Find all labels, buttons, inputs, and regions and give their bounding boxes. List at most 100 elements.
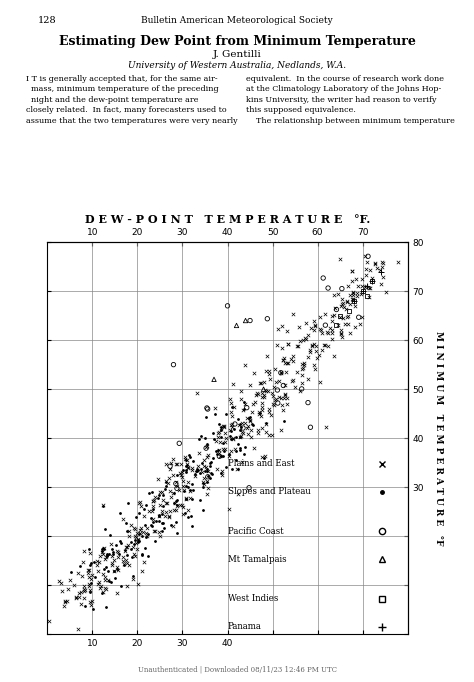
- Point: [362, 270, 370, 281]
- Point: [172, 477, 180, 488]
- Point: [106, 530, 114, 541]
- Point: [183, 459, 191, 470]
- Point: [346, 328, 354, 339]
- Point: [226, 449, 233, 460]
- Point: [86, 584, 93, 595]
- Point: [76, 560, 84, 571]
- Point: [279, 404, 286, 415]
- Point: [134, 579, 141, 590]
- Point: [217, 425, 225, 436]
- Point: [188, 494, 196, 505]
- Point: [237, 432, 244, 443]
- Point: [245, 413, 252, 424]
- Point: [193, 466, 201, 477]
- Point: [316, 377, 324, 388]
- Point: [319, 344, 326, 355]
- Point: [169, 454, 177, 464]
- Point: [232, 445, 240, 456]
- Point: [301, 332, 309, 343]
- Point: [228, 426, 235, 436]
- Point: [61, 596, 68, 607]
- Point: [176, 499, 183, 510]
- Point: [81, 600, 88, 611]
- Point: [67, 567, 75, 578]
- Point: [364, 251, 372, 262]
- Point: [135, 537, 142, 548]
- Point: [301, 359, 308, 370]
- Point: [255, 425, 262, 436]
- Point: [227, 406, 234, 417]
- Point: [130, 548, 138, 559]
- Point: [307, 421, 314, 432]
- Point: [281, 358, 289, 369]
- Point: [122, 541, 129, 552]
- Point: [167, 492, 174, 503]
- Point: [371, 258, 379, 269]
- Point: [359, 286, 366, 297]
- Point: [324, 282, 332, 293]
- Point: [125, 531, 133, 542]
- Point: [166, 463, 173, 474]
- Point: [142, 527, 150, 538]
- Point: [316, 324, 324, 335]
- Point: [188, 520, 195, 531]
- Point: [337, 329, 345, 340]
- Point: [215, 428, 222, 439]
- Point: [264, 313, 271, 324]
- Point: [331, 303, 339, 314]
- Point: [158, 518, 165, 529]
- Point: [90, 557, 98, 567]
- Point: [142, 531, 150, 542]
- Point: [82, 585, 89, 596]
- Point: [204, 482, 212, 493]
- Point: [336, 254, 343, 265]
- Point: [163, 497, 171, 508]
- Point: [173, 494, 181, 505]
- Point: [344, 296, 351, 307]
- Point: [173, 480, 181, 491]
- Point: [203, 441, 210, 451]
- Point: [182, 494, 189, 505]
- Title: D E W - P O I N T   T E M P E R A T U R E   °F.: D E W - P O I N T T E M P E R A T U R E …: [85, 213, 370, 224]
- Point: [338, 283, 346, 294]
- Point: [278, 342, 286, 353]
- Point: [378, 256, 386, 267]
- Point: [70, 580, 78, 591]
- Point: [359, 281, 366, 292]
- Point: [263, 366, 270, 376]
- Point: [173, 483, 181, 494]
- Point: [229, 432, 237, 443]
- Point: [234, 439, 241, 449]
- Point: [145, 487, 153, 498]
- Point: [85, 564, 92, 575]
- Point: [202, 462, 210, 473]
- Point: [280, 380, 287, 391]
- Point: [298, 359, 306, 370]
- Point: [222, 462, 229, 473]
- Point: [79, 557, 87, 567]
- Point: [95, 576, 102, 587]
- Point: [132, 538, 139, 549]
- Point: [222, 444, 229, 455]
- Point: [275, 376, 283, 387]
- Point: [368, 276, 375, 286]
- Point: [257, 378, 265, 389]
- Point: [102, 602, 110, 612]
- Point: [226, 431, 234, 442]
- Point: [112, 539, 119, 550]
- Point: [111, 573, 118, 584]
- Point: [239, 405, 247, 416]
- Point: [182, 451, 189, 462]
- Point: [179, 509, 187, 520]
- Point: [231, 419, 239, 430]
- Point: [162, 475, 170, 486]
- Point: [361, 251, 368, 262]
- Point: [203, 464, 210, 475]
- Point: [337, 301, 345, 312]
- Point: [206, 473, 213, 484]
- Point: [218, 465, 226, 476]
- Point: [107, 539, 114, 550]
- Point: [244, 420, 251, 431]
- Point: [205, 465, 212, 476]
- Point: [141, 557, 148, 567]
